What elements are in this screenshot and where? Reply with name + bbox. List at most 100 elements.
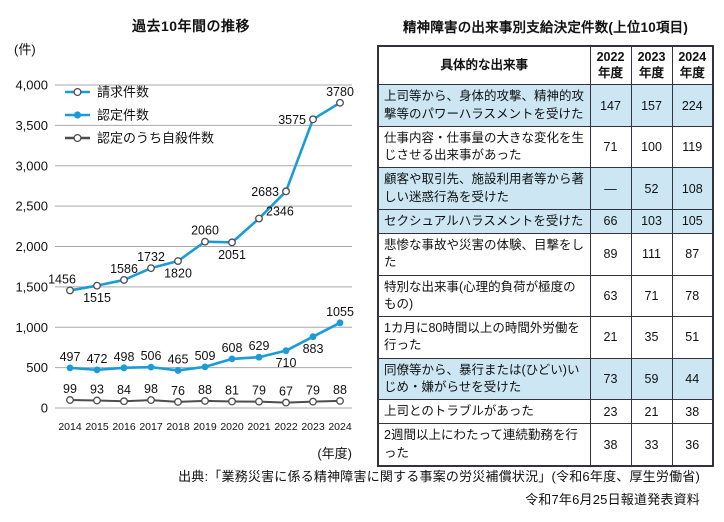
value-cell: 21	[589, 316, 632, 359]
event-cell: 悲惨な事故や災害の体験、目撃をした	[377, 233, 591, 276]
data-point	[66, 396, 74, 404]
value-cell: 157	[630, 84, 673, 127]
value-cell: 71	[589, 125, 632, 169]
data-label: 629	[249, 339, 270, 353]
data-label: 498	[114, 350, 135, 364]
table-row: 同僚等から、暴行または(ひどい)いじめ・嫌がらせを受けた 73 59 44	[377, 357, 714, 400]
value-cell: 108	[671, 167, 714, 210]
data-point	[174, 397, 182, 406]
event-cell: 上司とのトラブルがあった	[377, 398, 591, 425]
data-point	[174, 257, 182, 265]
data-point	[309, 397, 317, 406]
column-header-year: 2024年度	[671, 45, 714, 86]
y-axis-labels: 0 500 1,000 1,500 2,000 2,500 3,000 3,500 4,000	[15, 78, 48, 416]
x-tick-label: 2022	[274, 421, 298, 433]
data-label: 472	[87, 352, 108, 366]
data-point	[120, 364, 128, 372]
y-tick-label: 3,000	[15, 158, 48, 173]
value-cell: 59	[630, 357, 673, 400]
table-row: 1カ月に80時間以上の時間外労働を行った 21 35 51	[377, 316, 714, 359]
legend-label: 認定のうち自殺件数	[97, 131, 214, 146]
table-title: 精神障害の出来事別支給決定件数(上位10項目)	[402, 20, 689, 35]
column-header-event: 具体的な出来事	[377, 45, 591, 86]
value-cell: 71	[630, 274, 673, 317]
data-label: 1055	[326, 305, 354, 319]
data-label: 497	[60, 350, 81, 364]
source-line-2: 令和7年6月25日報道発表資料	[525, 491, 700, 507]
y-tick-label: 0	[41, 401, 48, 416]
data-label: 2346	[266, 205, 294, 219]
y-tick-label: 2,000	[15, 239, 48, 254]
data-label: 2683	[251, 185, 279, 199]
event-cell: 上司等から、身体的攻撃、精神的攻撃等のパワーハラスメントを受けた	[377, 84, 591, 127]
x-tick-label: 2016	[112, 421, 136, 433]
data-point	[66, 286, 74, 295]
event-cell: 1カ月に80時間以上の時間外労働を行った	[377, 316, 591, 359]
chart-title: 過去10年間の推移	[131, 18, 251, 34]
value-cell: 51	[671, 316, 714, 359]
data-point	[201, 396, 209, 405]
data-label: 710	[276, 356, 297, 370]
value-cell: 78	[671, 274, 714, 317]
event-cell: 2週間以上にわたって連続勤務を行った	[377, 423, 591, 467]
data-point	[309, 115, 317, 124]
x-tick-label: 2021	[247, 421, 271, 433]
table-row: 上司等から、身体的攻撃、精神的攻撃等のパワーハラスメントを受けた 147 157 22…	[377, 84, 714, 127]
column-header-year: 2022年度	[589, 45, 632, 86]
events-table: 具体的な出来事 2022年度 2023年度 2024年度 上司等から、身体的攻撃、精神…	[377, 45, 714, 467]
data-label: 81	[225, 383, 239, 397]
data-label: 509	[195, 349, 216, 363]
series-0	[66, 98, 344, 295]
data-point	[309, 333, 317, 341]
value-cell: 35	[630, 316, 673, 359]
x-tick-label: 2019	[193, 421, 217, 433]
data-label: 883	[303, 342, 324, 356]
y-tick-label: 2,500	[15, 199, 48, 214]
table-body: 上司等から、身体的攻撃、精神的攻撃等のパワーハラスメントを受けた 147 157 22…	[377, 84, 714, 467]
data-label: 99	[63, 382, 77, 396]
value-cell: 52	[630, 167, 673, 210]
legend-item: 認定件数	[65, 108, 149, 123]
table-row: 特別な出来事(心理的負荷が極度のもの) 63 71 78	[377, 274, 714, 317]
value-cell: 105	[671, 208, 714, 235]
data-point	[201, 363, 209, 371]
table-row: 仕事内容・仕事量の大きな変化を生じさせる出来事があった 71 100 119	[377, 125, 714, 169]
legend-marker	[73, 111, 82, 119]
x-tick-label: 2015	[85, 421, 109, 433]
trend-line-chart: 0 500 1,000 1,500 2,000 2,500 3,000 3,500 4,000 (…	[14, 42, 354, 461]
data-point	[147, 396, 155, 405]
value-cell: 38	[671, 398, 714, 425]
value-cell: 119	[671, 125, 714, 169]
legend-label: 請求件数	[97, 85, 149, 100]
x-axis-labels: 2014 2015 2016 2017 2018 2019 2020 2021 2022 2023…	[58, 421, 352, 433]
data-label: 1820	[164, 267, 192, 281]
value-cell: 111	[630, 233, 673, 276]
legend-item: 請求件数	[65, 85, 149, 100]
data-label: 2051	[218, 248, 246, 262]
data-point	[255, 353, 263, 361]
table-row: セクシュアルハラスメントを受けた 66 103 105	[377, 208, 714, 235]
event-cell: セクシュアルハラスメントを受けた	[377, 208, 591, 235]
data-label: 608	[222, 341, 243, 355]
value-cell: 33	[630, 423, 673, 467]
data-point	[93, 396, 101, 405]
data-label: 465	[168, 352, 189, 366]
source-note: 出典:「業務災害に係る精神障害に関する事案の労災補償状況」(令和6年度、厚生労働…	[178, 466, 700, 512]
table-row: 2週間以上にわたって連続勤務を行った 38 33 36	[377, 423, 714, 467]
table-header: 具体的な出来事 2022年度 2023年度 2024年度	[377, 45, 714, 86]
series-1	[66, 319, 344, 374]
data-point	[255, 397, 263, 406]
data-point	[336, 396, 344, 405]
legend-item: 認定のうち自殺件数	[65, 131, 214, 146]
x-tick-label: 2017	[139, 421, 163, 433]
y-tick-label: 3,500	[15, 118, 48, 133]
legend-label: 認定件数	[97, 108, 149, 123]
data-point	[228, 397, 236, 406]
y-unit-label: (件)	[14, 42, 36, 57]
data-label: 506	[141, 349, 162, 363]
data-point	[336, 98, 344, 107]
data-point	[120, 397, 128, 406]
event-cell: 特別な出来事(心理的負荷が極度のもの)	[377, 274, 591, 317]
data-point	[336, 319, 344, 327]
